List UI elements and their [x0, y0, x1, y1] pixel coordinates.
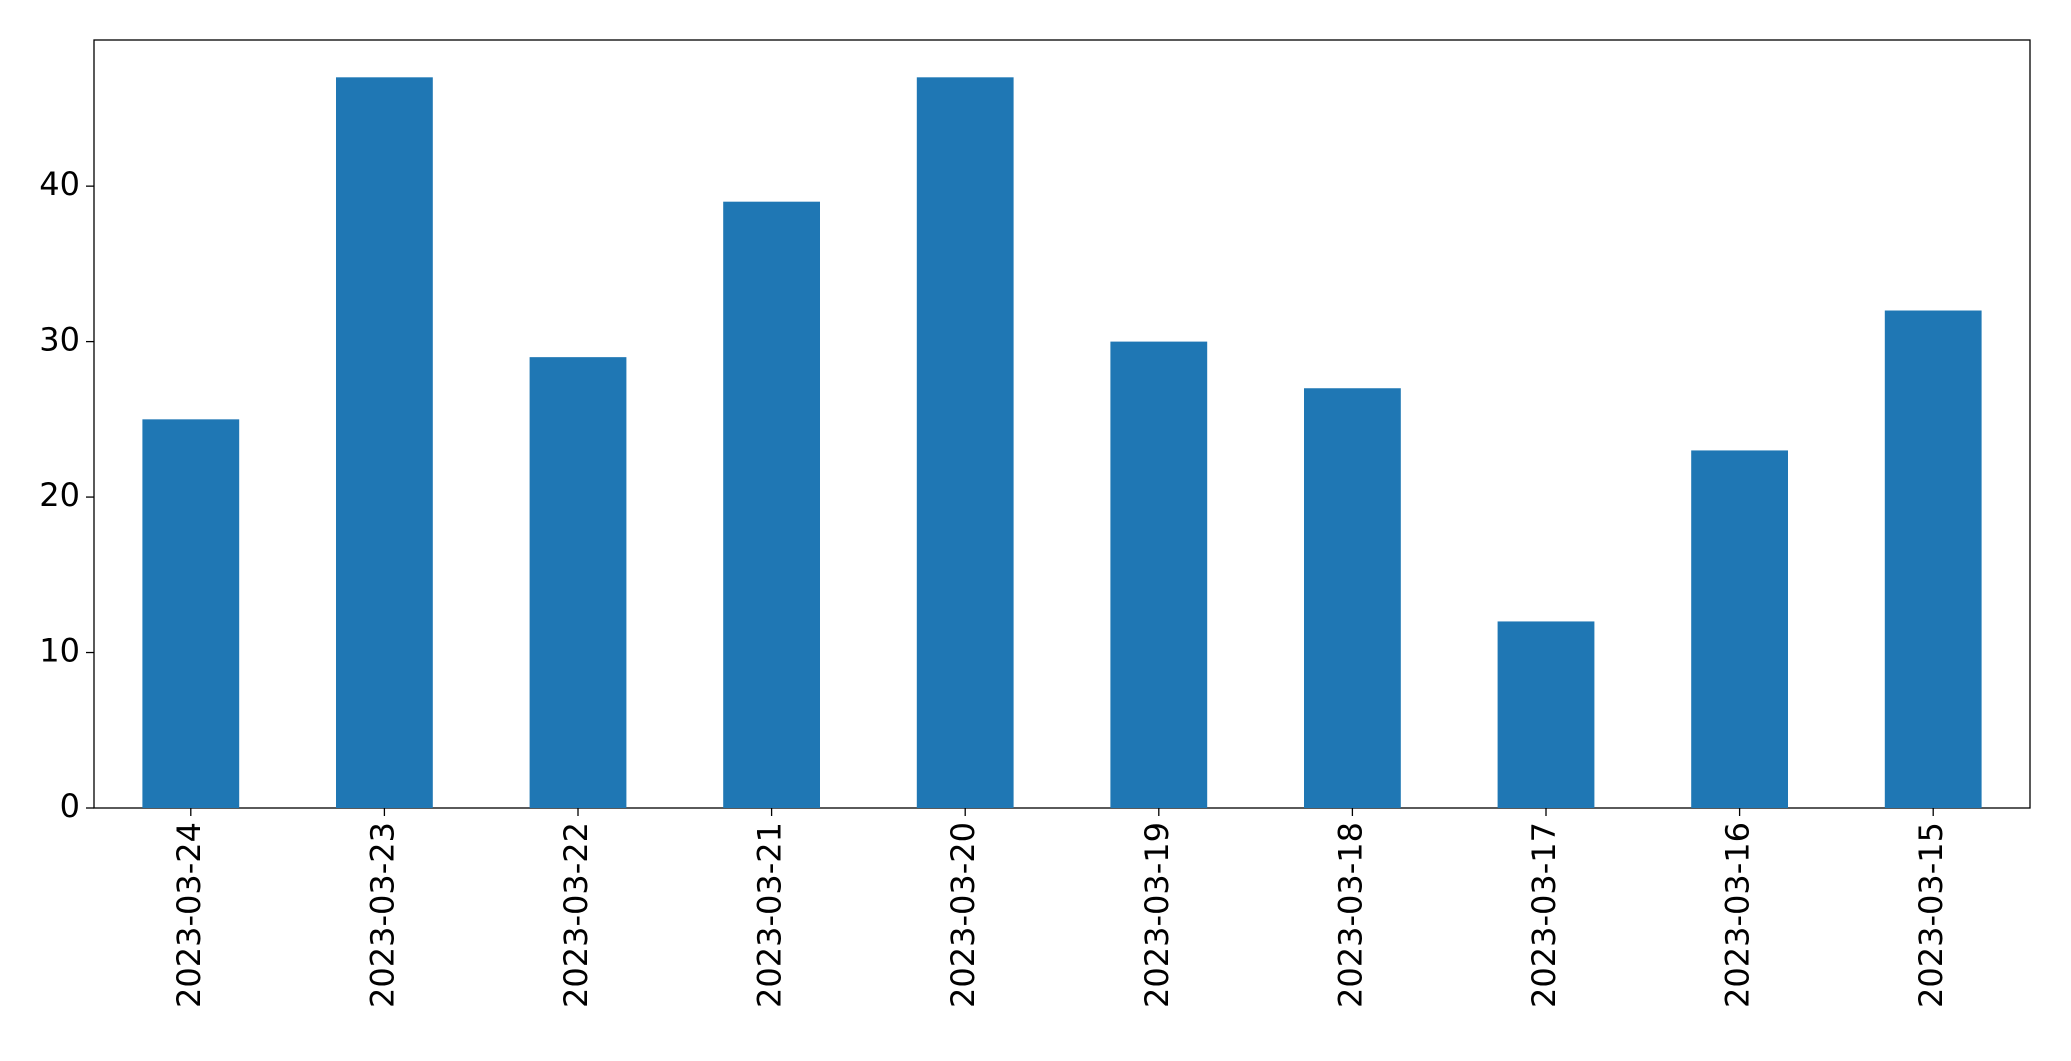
x-tick-label: 2023-03-22	[557, 822, 595, 1008]
x-tick-label: 2023-03-19	[1138, 822, 1176, 1008]
x-tick-label: 2023-03-17	[1525, 822, 1563, 1008]
x-tick-label: 2023-03-16	[1719, 822, 1757, 1008]
x-tick-label: 2023-03-15	[1912, 822, 1950, 1008]
bar	[529, 357, 627, 808]
bar	[1497, 621, 1595, 808]
x-tick-label: 2023-03-18	[1331, 822, 1369, 1008]
y-tick-label: 0	[60, 787, 80, 825]
y-tick-label: 10	[39, 632, 80, 670]
y-tick-label: 30	[39, 321, 80, 359]
x-tick-label: 2023-03-20	[944, 822, 982, 1008]
bar	[916, 77, 1014, 808]
y-tick-label: 20	[39, 476, 80, 514]
bar	[1110, 341, 1208, 808]
bar	[723, 201, 820, 808]
y-tick-label: 40	[39, 165, 80, 203]
x-tick-label: 2023-03-23	[363, 822, 401, 1008]
bar	[1884, 310, 1982, 808]
x-tick-label: 2023-03-21	[751, 822, 789, 1008]
bar	[142, 419, 240, 808]
bar	[1691, 450, 1788, 808]
plot-frame	[93, 39, 2031, 809]
bar	[1304, 388, 1401, 808]
x-tick-label: 2023-03-24	[170, 822, 208, 1008]
bar	[336, 77, 433, 808]
